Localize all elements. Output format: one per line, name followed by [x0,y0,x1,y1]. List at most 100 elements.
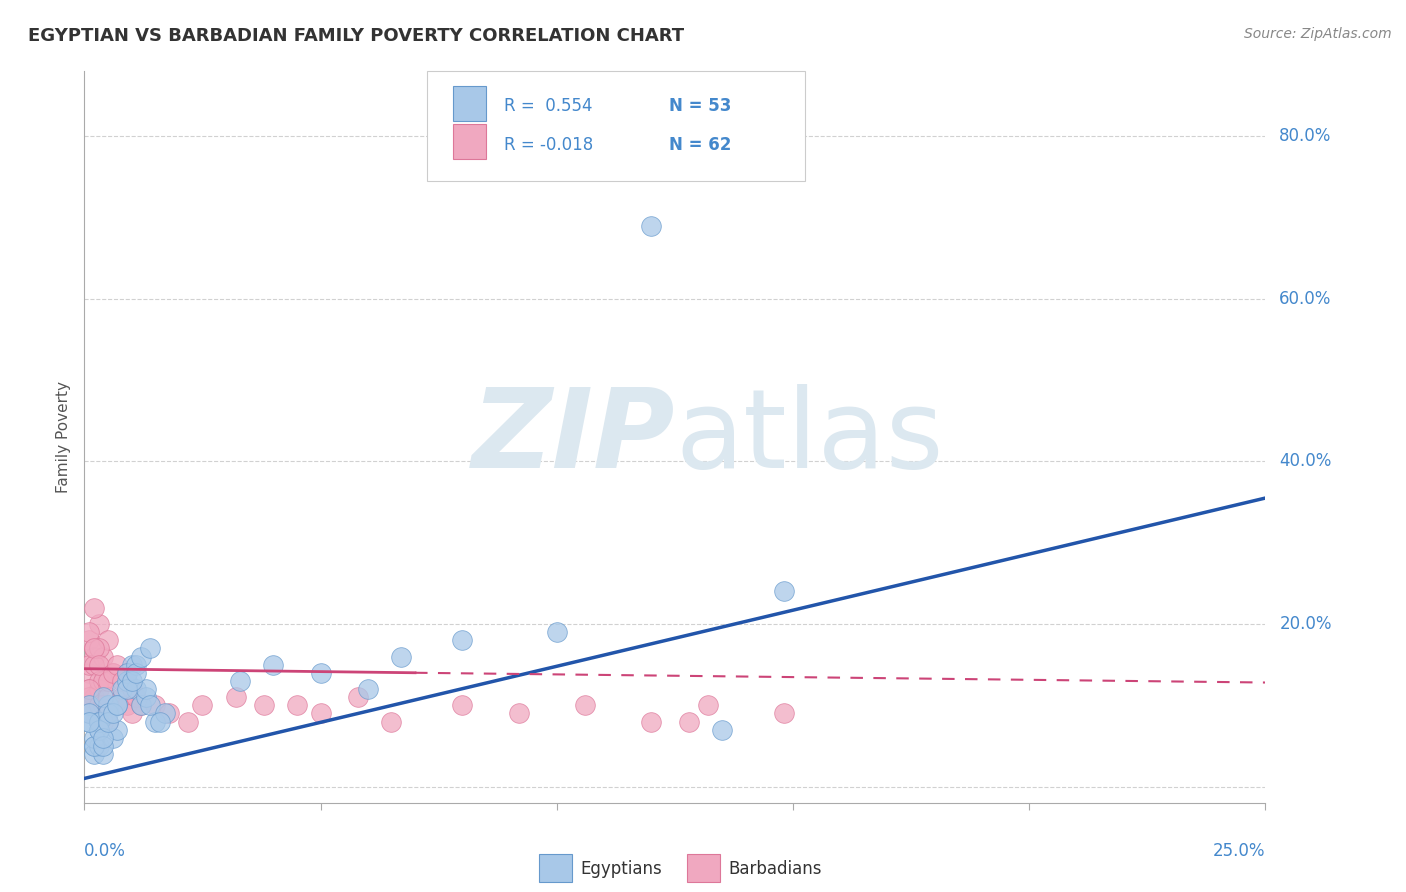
Point [574,698,596,713]
Point [546,625,568,640]
Point [640,714,662,729]
Point [87,714,110,729]
Point [107,657,129,672]
Point [83,690,105,705]
Point [91,739,114,753]
Point [135,690,157,705]
Point [115,698,138,713]
FancyBboxPatch shape [686,854,720,882]
Point [177,714,200,729]
Point [451,698,474,713]
Text: atlas: atlas [675,384,943,491]
Point [157,706,180,721]
Text: Egyptians: Egyptians [581,860,662,878]
Point [101,665,124,680]
Point [129,698,152,713]
Point [115,665,138,680]
Point [77,681,100,696]
Point [87,739,110,753]
Point [87,723,110,737]
Point [107,698,129,713]
Point [121,706,143,721]
Point [91,673,114,688]
Point [83,641,105,656]
Point [77,698,100,713]
Point [87,681,110,696]
Point [87,723,110,737]
FancyBboxPatch shape [453,124,486,159]
Point [115,665,138,680]
Point [77,706,100,721]
Point [87,714,110,729]
Point [111,681,134,696]
Point [111,690,134,705]
Point [87,657,110,672]
Point [77,657,100,672]
Point [191,698,214,713]
Point [91,673,114,688]
FancyBboxPatch shape [538,854,572,882]
Point [143,698,166,713]
FancyBboxPatch shape [453,86,486,121]
Point [91,731,114,745]
Text: 25.0%: 25.0% [1213,842,1265,860]
Point [285,698,308,713]
Point [380,714,402,729]
Point [125,690,148,705]
Point [83,739,105,753]
Point [125,665,148,680]
Text: N = 62: N = 62 [669,136,731,153]
Point [83,747,105,761]
Text: Barbadians: Barbadians [728,860,821,878]
Point [135,681,157,696]
Point [309,665,332,680]
Point [77,665,100,680]
Text: EGYPTIAN VS BARBADIAN FAMILY POVERTY CORRELATION CHART: EGYPTIAN VS BARBADIAN FAMILY POVERTY COR… [28,27,685,45]
Point [91,714,114,729]
Text: R = -0.018: R = -0.018 [503,136,593,153]
Point [357,681,380,696]
Text: 40.0%: 40.0% [1279,452,1331,470]
Point [87,698,110,713]
Point [97,633,120,648]
Point [229,673,252,688]
Point [97,698,120,713]
Text: 0.0%: 0.0% [84,842,127,860]
Point [125,657,148,672]
Point [115,673,138,688]
Point [143,714,166,729]
Point [97,706,120,721]
Point [77,633,100,648]
Text: ZIP: ZIP [471,384,675,491]
Point [91,698,114,713]
Point [77,706,100,721]
Point [91,690,114,705]
Point [77,698,100,713]
Point [83,739,105,753]
Text: 60.0%: 60.0% [1279,290,1331,308]
Point [87,714,110,729]
Point [101,665,124,680]
Point [347,690,370,705]
Point [77,681,100,696]
Point [149,714,172,729]
Point [153,706,176,721]
Point [83,649,105,664]
Point [97,673,120,688]
Point [107,698,129,713]
Point [115,681,138,696]
Point [87,641,110,656]
Point [77,714,100,729]
Y-axis label: Family Poverty: Family Poverty [56,381,72,493]
Text: Source: ZipAtlas.com: Source: ZipAtlas.com [1244,27,1392,41]
Text: 20.0%: 20.0% [1279,615,1331,633]
Point [107,698,129,713]
Point [83,641,105,656]
Point [640,219,662,233]
Point [139,641,162,656]
Point [107,723,129,737]
Point [97,690,120,705]
Point [87,706,110,721]
Point [91,706,114,721]
Point [91,747,114,761]
